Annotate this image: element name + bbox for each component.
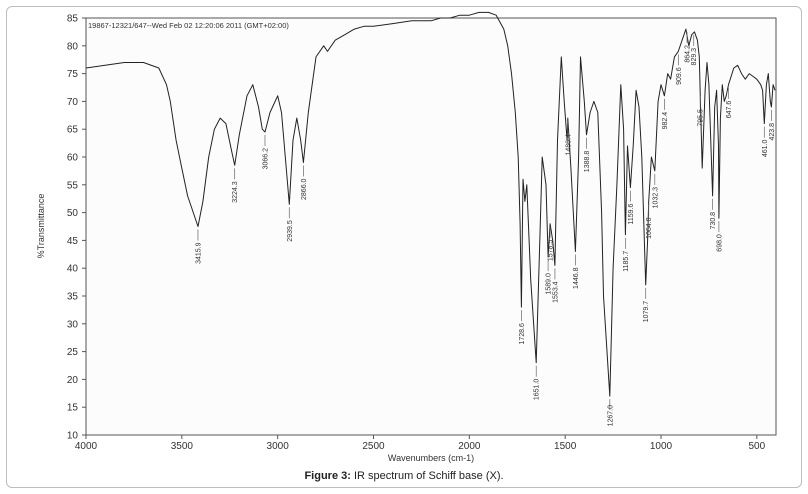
peak-label: 1486.4 bbox=[565, 134, 572, 156]
peak-label: 1064.0 bbox=[646, 217, 653, 239]
peak-label: 909.6 bbox=[676, 67, 683, 85]
peak-label: 730.8 bbox=[710, 212, 717, 230]
x-tick-label: 4000 bbox=[75, 441, 98, 452]
y-tick-label: 75 bbox=[67, 69, 79, 80]
x-tick-label: 2500 bbox=[362, 441, 385, 452]
x-axis-label: Wavenumbers (cm-1) bbox=[388, 453, 474, 463]
peak-label: 3224.3 bbox=[232, 181, 239, 203]
peak-label: 3415.9 bbox=[195, 242, 202, 264]
y-tick-label: 10 bbox=[67, 431, 79, 442]
figure-caption: Figure 3: IR spectrum of Schiff base (X)… bbox=[0, 470, 808, 482]
y-tick-label: 20 bbox=[67, 375, 79, 386]
chart-header: 19867-12321/647--Wed Feb 02 12:20:06 201… bbox=[88, 21, 289, 30]
y-tick-label: 55 bbox=[67, 180, 79, 191]
peak-labels-layer: 3415.9 3224.3 3066.2 2939.5 2866.0 1728.6 1651… bbox=[195, 32, 776, 427]
y-tick-label: 15 bbox=[67, 403, 79, 414]
y-tick-label: 65 bbox=[67, 125, 79, 136]
figure-caption-text: IR spectrum of Schiff base (X). bbox=[350, 470, 504, 482]
peak-label: 1267.0 bbox=[607, 405, 614, 427]
peak-label: 1589.0 bbox=[546, 273, 553, 295]
y-tick-label: 85 bbox=[67, 14, 79, 25]
figure-caption-label: Figure 3: bbox=[304, 470, 351, 482]
y-tick-label: 40 bbox=[67, 264, 79, 275]
peak-label: 2939.5 bbox=[287, 220, 294, 242]
y-tick-label: 80 bbox=[67, 41, 79, 52]
peak-label: 1651.0 bbox=[534, 379, 541, 401]
peak-label: 982.4 bbox=[662, 112, 669, 130]
peak-label: 864.2 bbox=[685, 45, 692, 63]
peak-label: 1079.7 bbox=[643, 301, 650, 323]
peak-label: 1553.4 bbox=[552, 281, 559, 303]
y-tick-label: 45 bbox=[67, 236, 79, 247]
y-tick-label: 30 bbox=[67, 319, 79, 330]
x-tick-label: 2000 bbox=[458, 441, 481, 452]
peak-label: 829.3 bbox=[691, 48, 698, 66]
y-tick-label: 60 bbox=[67, 153, 79, 164]
spectrum-line bbox=[85, 11, 776, 397]
peak-label: 3066.2 bbox=[262, 148, 269, 170]
peak-label: 1728.6 bbox=[519, 323, 526, 345]
peak-label: 1185.7 bbox=[623, 251, 630, 272]
peak-label: 647.6 bbox=[726, 101, 733, 119]
peak-label: 1159.6 bbox=[628, 203, 635, 224]
y-tick-label: 25 bbox=[67, 347, 79, 358]
x-tick-label: 3000 bbox=[267, 441, 290, 452]
peak-label: 795.5 bbox=[698, 109, 705, 127]
axis-ticks-layer: 10 15 20 25 30 35 40 45 50 55 60 65 70 75 80 85 4000 3500… bbox=[67, 14, 766, 453]
peak-label: 1578.5 bbox=[548, 240, 555, 262]
peak-label: 461.0 bbox=[762, 140, 769, 158]
peak-label: 1446.8 bbox=[573, 267, 580, 289]
x-tick-label: 3500 bbox=[171, 441, 194, 452]
y-tick-label: 70 bbox=[67, 97, 79, 108]
x-tick-label: 1000 bbox=[650, 441, 673, 452]
y-tick-label: 35 bbox=[67, 292, 79, 303]
peak-label: 2866.0 bbox=[301, 178, 308, 200]
peak-label: 1032.3 bbox=[652, 187, 659, 209]
plot-area bbox=[85, 17, 777, 436]
peak-label: 698.0 bbox=[716, 234, 723, 252]
x-tick-label: 500 bbox=[748, 441, 765, 452]
peak-label: 423.8 bbox=[769, 123, 776, 141]
series-layer bbox=[85, 11, 776, 397]
peak-label: 1388.8 bbox=[584, 151, 591, 173]
y-tick-label: 50 bbox=[67, 208, 79, 219]
y-axis-label: %Transmittance bbox=[36, 194, 46, 259]
x-tick-label: 1500 bbox=[554, 441, 577, 452]
